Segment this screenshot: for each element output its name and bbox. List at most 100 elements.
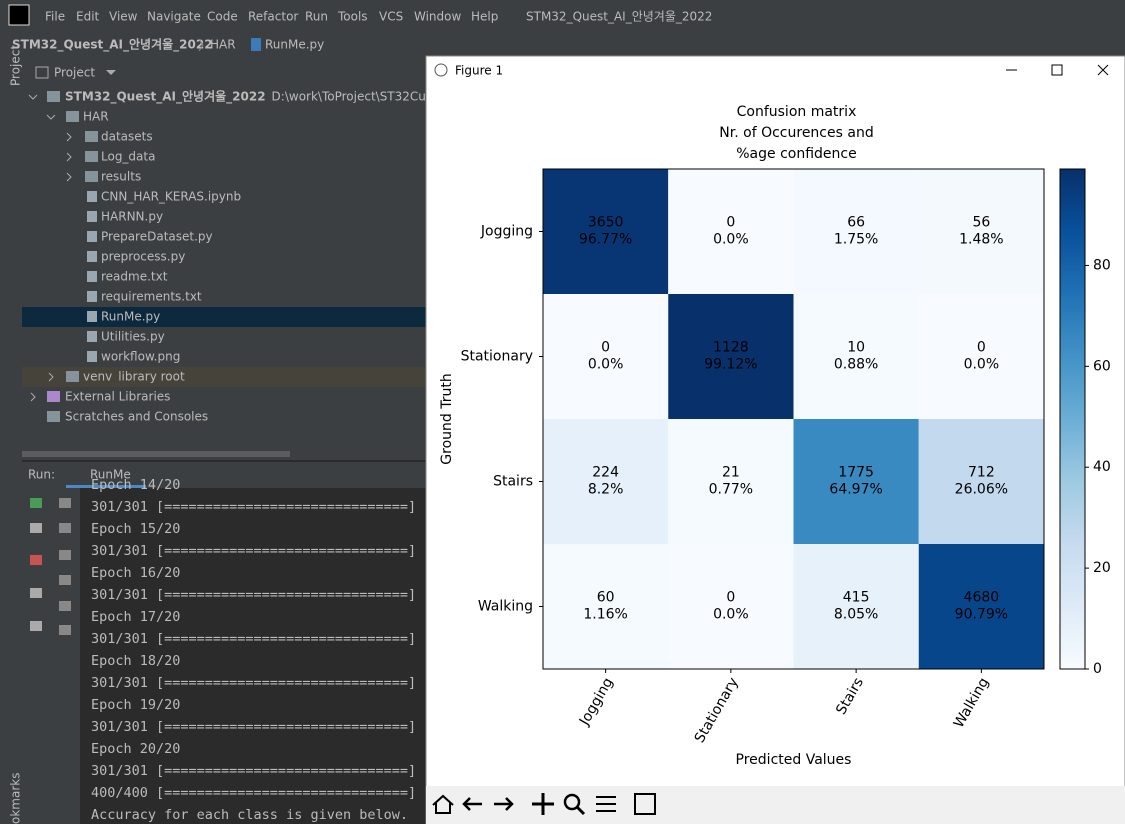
- menu-item[interactable]: View: [109, 10, 138, 24]
- menu-item[interactable]: VCS: [379, 10, 403, 24]
- tree-item[interactable]: Scratches and Consoles: [65, 410, 208, 424]
- menu-item[interactable]: Help: [471, 10, 498, 24]
- menubar: [0, 0, 1125, 32]
- console-line: 301/301 [==============================]…: [91, 719, 432, 735]
- menu-item[interactable]: Run: [305, 10, 328, 24]
- run-tool[interactable]: [30, 588, 42, 598]
- tree-item[interactable]: RunMe.py: [101, 310, 160, 324]
- tree-item[interactable]: datasets: [101, 130, 153, 144]
- cell-count: 1128: [713, 340, 749, 356]
- tree-item[interactable]: requirements.txt: [101, 290, 202, 304]
- y-tick-label: Jogging: [480, 224, 533, 240]
- menu-item[interactable]: Code: [207, 10, 238, 24]
- panel-title[interactable]: Project: [54, 66, 95, 80]
- folder-icon: [66, 111, 79, 122]
- tree-item[interactable]: results: [101, 170, 141, 184]
- expander[interactable]: [48, 372, 54, 382]
- menu-item[interactable]: Edit: [76, 10, 100, 24]
- figure-toolbar: [426, 786, 1125, 824]
- colorbar-tick-label: 40: [1093, 459, 1111, 475]
- tree-item[interactable]: venv: [83, 370, 112, 384]
- menu-item[interactable]: Navigate: [147, 10, 201, 24]
- tree-item[interactable]: CNN_HAR_KERAS.ipynb: [101, 190, 241, 204]
- expander[interactable]: [66, 172, 72, 182]
- file-icon: [87, 251, 97, 262]
- side-tab[interactable]: okmarks: [9, 773, 23, 824]
- run-tool[interactable]: [59, 523, 71, 533]
- run-tool[interactable]: [59, 601, 71, 611]
- run-tool[interactable]: [59, 550, 71, 560]
- run-tool[interactable]: [59, 498, 71, 508]
- heatmap-cell: [668, 419, 794, 544]
- colorbar-tick-label: 20: [1093, 560, 1111, 576]
- tree-item[interactable]: External Libraries: [65, 390, 170, 404]
- selection: [22, 307, 426, 327]
- window-title: STM32_Quest_AI_안녕겨울_2022: [526, 10, 712, 24]
- side-tab[interactable]: Project: [9, 45, 23, 86]
- configure-button[interactable]: [596, 796, 616, 812]
- cell-count: 0: [726, 590, 735, 606]
- run-tool[interactable]: [30, 498, 42, 508]
- console-line: Epoch 20/20: [91, 741, 180, 757]
- expander[interactable]: [66, 132, 72, 142]
- expander[interactable]: [46, 114, 56, 120]
- run-tool[interactable]: [30, 555, 42, 565]
- menu-item[interactable]: Refactor: [248, 10, 298, 24]
- cell-percent: 0.88%: [834, 357, 878, 373]
- expander[interactable]: [66, 152, 72, 162]
- menu-item[interactable]: Tools: [337, 10, 368, 24]
- home-button[interactable]: [432, 794, 454, 814]
- pan-button[interactable]: [532, 793, 554, 815]
- heatmap-cell: [543, 544, 669, 669]
- tree-item[interactable]: STM32_Quest_AI_안녕겨울_2022: [65, 89, 266, 105]
- cell-percent: 99.12%: [704, 357, 757, 373]
- tree-item[interactable]: Log_data: [101, 150, 155, 164]
- save-button[interactable]: [634, 793, 656, 815]
- back-button[interactable]: [462, 797, 482, 811]
- expander[interactable]: [30, 392, 36, 402]
- tree-item[interactable]: workflow.png: [101, 350, 180, 364]
- expander[interactable]: [28, 94, 38, 100]
- breadcrumb-item[interactable]: HAR: [210, 38, 236, 52]
- run-tool[interactable]: [30, 621, 42, 631]
- project-tree-bg: [22, 86, 426, 460]
- app-icon: [8, 4, 30, 26]
- cell-percent: 96.77%: [579, 232, 632, 248]
- folder-icon: [66, 371, 79, 382]
- tree-item[interactable]: PrepareDataset.py: [101, 230, 213, 244]
- axes-frame: [542, 168, 1045, 670]
- tree-note: D:\work\ToProject\ST32Cube: [272, 90, 441, 104]
- chart-title: %age confidence: [736, 146, 856, 162]
- run-tab[interactable]: RunMe: [90, 468, 131, 482]
- run-tool[interactable]: [59, 625, 71, 635]
- y-tick-label: Stationary: [461, 349, 533, 365]
- console: [80, 488, 426, 824]
- folder-icon: [85, 171, 98, 182]
- run-tool[interactable]: [59, 575, 71, 585]
- tree-item[interactable]: readme.txt: [101, 270, 168, 284]
- breadcrumb-sep: [198, 38, 204, 52]
- maximize-button[interactable]: [1051, 64, 1063, 76]
- tree-item[interactable]: Utilities.py: [101, 330, 165, 344]
- cell-count: 0: [977, 340, 986, 356]
- close-button[interactable]: [1097, 64, 1109, 76]
- breadcrumb-item[interactable]: STM32_Quest_AI_안녕겨울_2022: [12, 37, 213, 53]
- forward-button[interactable]: [494, 797, 514, 811]
- console-line: 301/301 [==============================]…: [91, 763, 432, 779]
- breadcrumb-item[interactable]: RunMe.py: [265, 38, 324, 52]
- file-icon: [87, 271, 97, 282]
- console-line: Epoch 15/20: [91, 521, 180, 537]
- heatmap-cell: [793, 544, 919, 669]
- menu-item[interactable]: File: [45, 10, 65, 24]
- cell-percent: 0.0%: [713, 607, 749, 623]
- menu-item[interactable]: Window: [414, 10, 462, 24]
- heatmap-cell: [918, 294, 1044, 419]
- tree-item[interactable]: HAR: [83, 110, 109, 124]
- tree-item[interactable]: HARNN.py: [101, 210, 163, 224]
- zoom-button[interactable]: [563, 793, 581, 811]
- tree-item[interactable]: preprocess.py: [101, 250, 185, 264]
- scratch-icon: [47, 411, 60, 422]
- run-tool[interactable]: [30, 523, 42, 533]
- console-line: 301/301 [==============================]…: [91, 499, 432, 515]
